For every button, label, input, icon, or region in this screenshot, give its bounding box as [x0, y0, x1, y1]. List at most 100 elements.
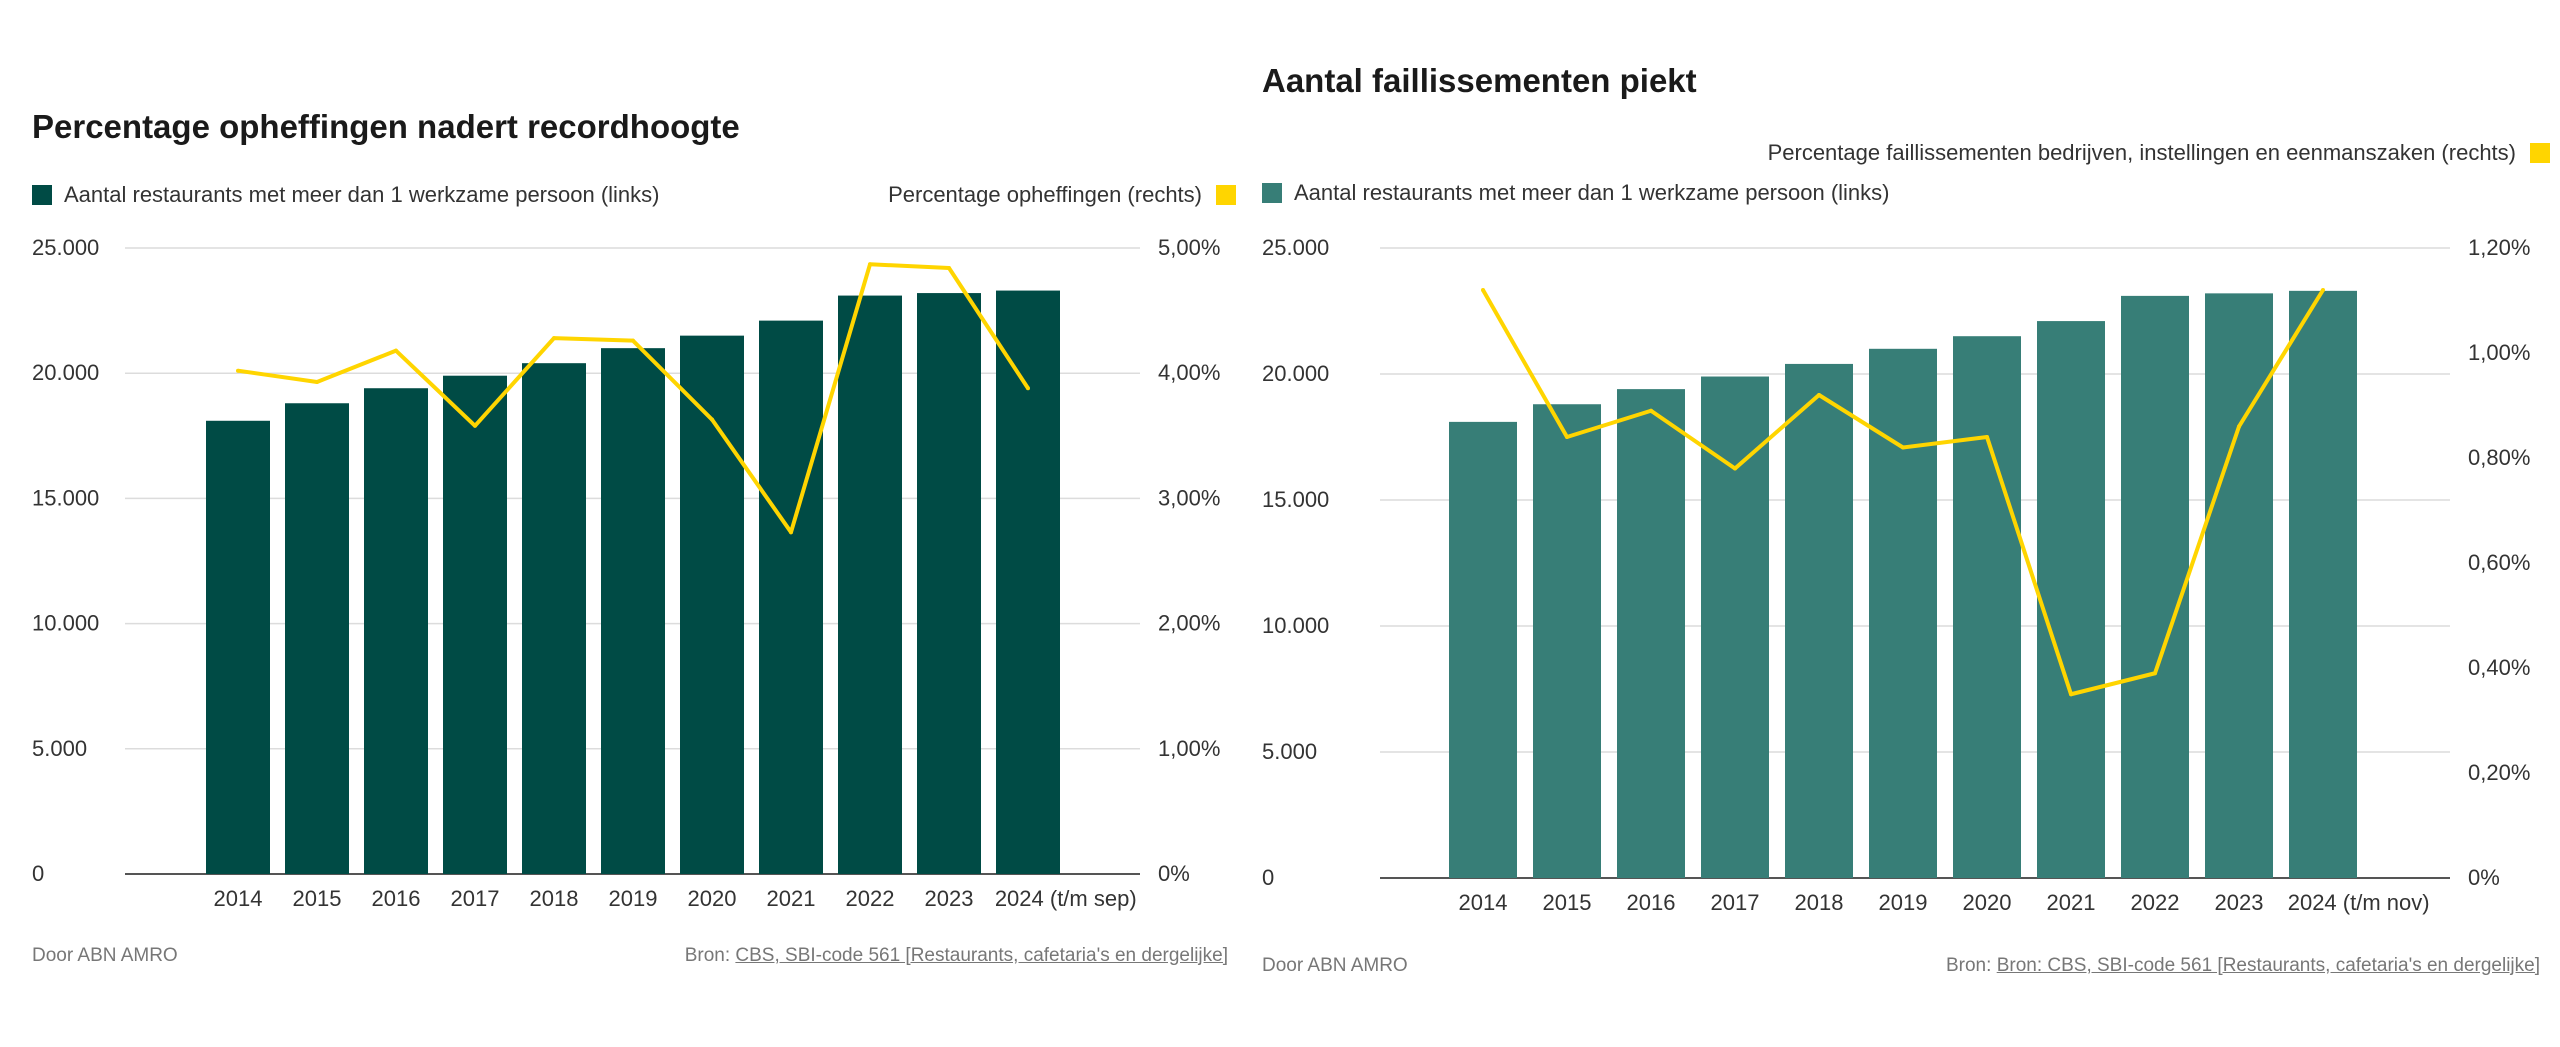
footer-source: Bron: CBS, SBI-code 561 [Restaurants, ca…: [685, 945, 1228, 967]
x-tick-label: 2022: [846, 886, 895, 911]
chart-title: Aantal faillissementen piekt: [1262, 62, 1697, 99]
bar: [1449, 421, 1517, 878]
bar: [443, 375, 507, 874]
line-point: [710, 417, 714, 422]
footer-source-link[interactable]: Bron: CBS, SBI-code 561 [Restaurants, ca…: [1996, 955, 2540, 976]
line-point: [1985, 435, 1989, 439]
chart-plot-faillissementen: 0 5.000 10.000 15.000 20.000 25.000 0% 0,20% 0,4…: [1262, 235, 2530, 915]
bar: [206, 420, 270, 874]
x-tick-label: 2016: [1627, 890, 1676, 915]
y-right-tick-label: 1,00%: [2468, 340, 2530, 365]
bar: [601, 348, 665, 874]
line-point: [789, 530, 793, 535]
x-tick-label: 2021: [2047, 890, 2096, 915]
line-point: [236, 368, 240, 373]
bar: [1953, 336, 2021, 878]
legend-bars: Aantal restaurants met meer dan 1 werkza…: [32, 182, 659, 208]
bar: [2037, 321, 2105, 879]
y-right-tick-label: 1,20%: [2468, 235, 2530, 260]
footer-source-prefix: Bron:: [1945, 955, 1992, 976]
x-tick-label: 2021: [767, 886, 816, 911]
line-point: [2321, 288, 2325, 292]
bar: [2205, 293, 2273, 878]
bar: [285, 403, 349, 874]
y-left-tick-label: 5.000: [1262, 739, 1317, 764]
x-tick-label: 2023: [2215, 890, 2264, 915]
y-left-tick-label: 15.000: [1262, 487, 1329, 512]
y-left-tick-label: 10.000: [1262, 613, 1329, 638]
line-point: [631, 338, 635, 343]
bar: [522, 363, 586, 874]
y-left-tick-label: 15.000: [32, 485, 99, 510]
footer-source: Bron: Bron: CBS, SBI-code 561 [Restauran…: [1946, 955, 2540, 977]
line-point: [2153, 671, 2157, 676]
y-left-tick-label: 25.000: [32, 235, 99, 260]
legend-swatch-line: [1216, 185, 1236, 205]
bar: [2121, 295, 2189, 878]
legend-label-line: Percentage faillissementen bedrijven, in…: [1767, 140, 2516, 165]
x-tick-label: 2022: [2131, 890, 2180, 915]
x-tick-label: 2015: [293, 886, 342, 911]
x-tick-label: 2016: [372, 886, 421, 911]
bar: [2289, 290, 2357, 879]
line-point: [1817, 393, 1821, 397]
line-point: [394, 348, 398, 353]
bar: [1785, 363, 1853, 878]
y-left-tick-label: 25.000: [1262, 235, 1329, 260]
y-right-tick-label: 5,00%: [1158, 235, 1220, 260]
line-point: [2069, 692, 2073, 697]
legend-label-bars: Aantal restaurants met meer dan 1 werkza…: [64, 182, 660, 207]
y-left-tick-label: 0: [32, 861, 44, 886]
bar: [759, 320, 823, 875]
y-right-tick-label: 3,00%: [1158, 485, 1220, 510]
chart-title: Percentage opheffingen nadert recordhoog…: [32, 108, 740, 145]
y-right-tick-label: 0%: [1158, 861, 1190, 886]
x-tick-label: 2017: [1711, 890, 1760, 915]
line-point: [552, 336, 556, 341]
y-right-tick-label: 0,60%: [2468, 550, 2530, 575]
bar: [917, 293, 981, 874]
bar: [1617, 389, 1685, 878]
y-left-tick-label: 5.000: [32, 736, 87, 761]
bar: [1533, 404, 1601, 878]
footer-author: Door ABN AMRO: [1262, 955, 1408, 976]
y-right-tick-label: 1,00%: [1158, 736, 1220, 761]
x-tick-label: 2019: [1879, 890, 1928, 915]
line-point: [868, 262, 872, 267]
footer-source-link[interactable]: CBS, SBI-code 561 [Restaurants, cafetari…: [735, 945, 1228, 966]
footer-author: Door ABN AMRO: [32, 945, 178, 966]
line-point: [1565, 435, 1569, 439]
line-point: [1901, 445, 1905, 450]
chart-plot-opheffingen: 0 5.000 10.000 15.000 20.000 25.000 0% 1,00% 2,0…: [32, 235, 1220, 911]
line-point: [1481, 288, 1485, 292]
y-right-tick-label: 4,00%: [1158, 360, 1220, 385]
x-tick-label: 2020: [1963, 890, 2012, 915]
legend-bars: Aantal restaurants met meer dan 1 werkza…: [1262, 180, 1889, 206]
line-point: [473, 423, 477, 428]
legend-swatch-bars: [1262, 183, 1282, 203]
x-tick-label: 2017: [451, 886, 500, 911]
x-tick-label: 2023: [925, 886, 974, 911]
y-left-tick-label: 20.000: [1262, 361, 1329, 386]
bar: [680, 335, 744, 874]
legend-line: Percentage faillissementen bedrijven, in…: [1768, 140, 2550, 166]
y-left-tick-label: 20.000: [32, 360, 99, 385]
legend-line: Percentage opheffingen (rechts): [888, 182, 1236, 208]
x-tick-label: 2015: [1543, 890, 1592, 915]
x-tick-label: 2014: [214, 886, 263, 911]
bar: [996, 290, 1060, 874]
legend-swatch-line: [2530, 143, 2550, 163]
line-point: [2237, 424, 2241, 429]
y-right-tick-label: 0,40%: [2468, 655, 2530, 680]
legend-label-line: Percentage opheffingen (rechts): [888, 182, 1202, 207]
x-tick-label: 2018: [1795, 890, 1844, 915]
legend-label-bars: Aantal restaurants met meer dan 1 werkza…: [1294, 180, 1890, 205]
x-tick-label: 2020: [688, 886, 737, 911]
y-right-tick-label: 0,80%: [2468, 445, 2530, 470]
bar: [364, 388, 428, 874]
footer-source-prefix: Bron:: [684, 945, 731, 966]
x-tick-label: 2018: [530, 886, 579, 911]
y-right-tick-label: 0%: [2468, 865, 2500, 890]
y-left-tick-label: 10.000: [32, 611, 99, 636]
line-point: [947, 266, 951, 271]
